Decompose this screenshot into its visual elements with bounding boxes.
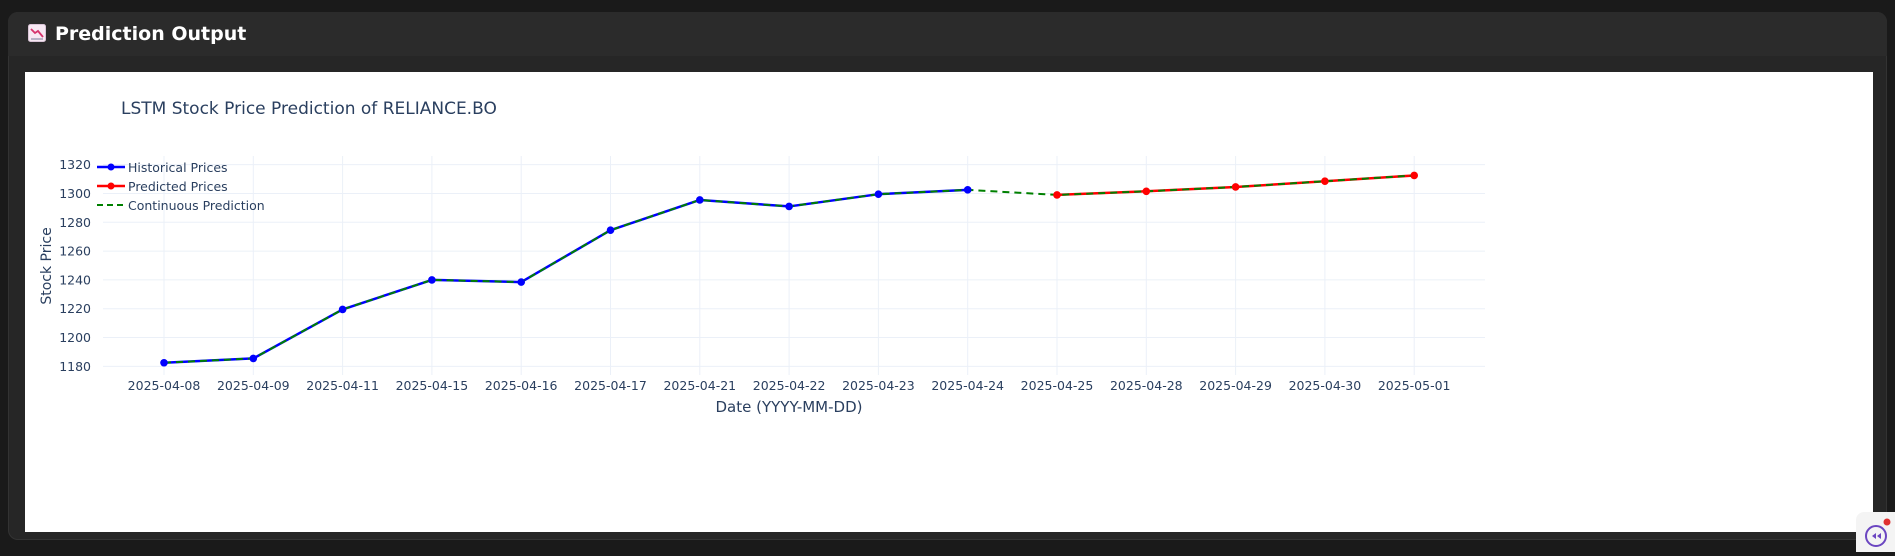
x-tick-label: 2025-04-11	[306, 378, 379, 393]
panel-title: Prediction Output	[55, 23, 247, 45]
x-tick-label: 2025-04-21	[663, 378, 736, 393]
x-tick-label: 2025-04-23	[842, 378, 915, 393]
historical-point[interactable]	[606, 226, 615, 235]
x-tick-label: 2025-04-08	[128, 378, 201, 393]
x-tick-label: 2025-05-01	[1378, 378, 1451, 393]
grid-lines	[103, 156, 1485, 375]
chart-card[interactable]: 1180 1200 1220 1240 1260 1280 1300 1320 2025-04…	[25, 72, 1873, 532]
y-tick-label: 1200	[59, 330, 91, 345]
historical-point[interactable]	[338, 305, 347, 314]
historical-point[interactable]	[785, 202, 793, 211]
predicted-point[interactable]	[1053, 191, 1061, 199]
chart-title: LSTM Stock Price Prediction of RELIANCE.…	[121, 99, 497, 119]
historical-point[interactable]	[963, 186, 972, 194]
x-tick-label: 2025-04-28	[1110, 378, 1183, 393]
x-tick-label: 2025-04-22	[753, 378, 826, 393]
series-line-0	[163, 188, 968, 365]
historical-point[interactable]	[874, 190, 883, 198]
series-markers[interactable]	[160, 171, 1418, 367]
legend[interactable]: Historical Prices Predicted Prices Conti…	[97, 160, 265, 213]
x-tick-label: 2025-04-16	[485, 378, 558, 393]
predicted-point[interactable]	[1231, 183, 1240, 191]
legend-item-predicted[interactable]: Predicted Prices	[97, 179, 228, 194]
x-tick-label: 2025-04-30	[1289, 378, 1362, 393]
historical-point[interactable]	[428, 276, 436, 284]
y-tick-label: 1220	[59, 301, 91, 316]
x-tick-label: 2025-04-29	[1199, 378, 1272, 393]
y-tick-label: 1260	[59, 244, 91, 259]
y-tick-label: 1300	[59, 186, 91, 201]
predicted-point[interactable]	[1321, 177, 1329, 186]
y-tick-label: 1320	[59, 157, 91, 172]
predicted-point[interactable]	[1410, 171, 1418, 180]
stock-price-chart[interactable]: 1180 1200 1220 1240 1260 1280 1300 1320 2025-04…	[25, 72, 1873, 532]
chat-bubble-icon[interactable]	[1856, 512, 1895, 552]
x-tick-label: 2025-04-09	[217, 378, 290, 393]
legend-label-historical: Historical Prices	[128, 160, 228, 175]
legend-item-historical[interactable]: Historical Prices	[97, 160, 228, 175]
y-axis-label: Stock Price	[39, 227, 55, 304]
chat-widget-button[interactable]	[1856, 512, 1895, 552]
prediction-output-panel: Prediction Output 1180 1200 1220 1240 1260 12…	[8, 12, 1887, 540]
historical-point[interactable]	[249, 354, 258, 363]
chart-decreasing-icon	[28, 24, 46, 42]
legend-label-continuous: Continuous Prediction	[128, 198, 265, 213]
historical-point[interactable]	[160, 358, 168, 367]
historical-point[interactable]	[517, 278, 525, 286]
y-tick-label: 1240	[59, 272, 91, 287]
x-axis-label: Date (YYYY-MM-DD)	[715, 398, 862, 416]
x-tick-label: 2025-04-25	[1021, 378, 1094, 393]
y-tick-label: 1280	[59, 215, 91, 230]
x-tick-label: 2025-04-15	[396, 378, 469, 393]
x-tick-label: 2025-04-17	[574, 378, 647, 393]
legend-item-continuous[interactable]: Continuous Prediction	[97, 198, 265, 213]
predicted-point[interactable]	[1142, 187, 1151, 196]
panel-header: Prediction Output	[8, 12, 1887, 56]
historical-point[interactable]	[696, 196, 704, 204]
x-tick-label: 2025-04-24	[931, 378, 1004, 393]
y-tick-labels: 1180 1200 1220 1240 1260 1280 1300 1320	[59, 157, 91, 374]
y-tick-label: 1180	[59, 359, 91, 374]
legend-label-predicted: Predicted Prices	[128, 179, 228, 194]
x-tick-labels: 2025-04-08 2025-04-09 2025-04-11 2025-04-15…	[128, 378, 1451, 393]
